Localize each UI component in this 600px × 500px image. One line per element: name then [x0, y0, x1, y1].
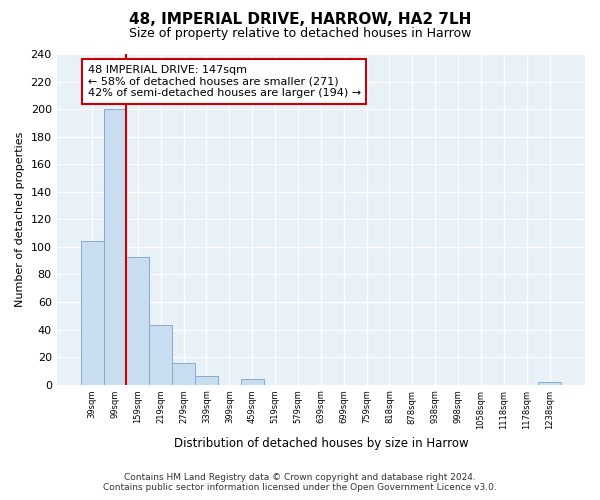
Text: Contains HM Land Registry data © Crown copyright and database right 2024.
Contai: Contains HM Land Registry data © Crown c… [103, 473, 497, 492]
Bar [149, 326, 172, 384]
X-axis label: Distribution of detached houses by size in Harrow: Distribution of detached houses by size … [173, 437, 468, 450]
Bar [241, 379, 263, 384]
Text: 48, IMPERIAL DRIVE, HARROW, HA2 7LH: 48, IMPERIAL DRIVE, HARROW, HA2 7LH [129, 12, 471, 28]
Bar [195, 376, 218, 384]
Bar [172, 362, 195, 384]
Text: 48 IMPERIAL DRIVE: 147sqm
← 58% of detached houses are smaller (271)
42% of semi: 48 IMPERIAL DRIVE: 147sqm ← 58% of detac… [88, 65, 361, 98]
Bar [80, 242, 104, 384]
Text: Size of property relative to detached houses in Harrow: Size of property relative to detached ho… [129, 28, 471, 40]
Bar [538, 382, 561, 384]
Bar [104, 109, 127, 384]
Bar [127, 256, 149, 384]
Y-axis label: Number of detached properties: Number of detached properties [15, 132, 25, 307]
